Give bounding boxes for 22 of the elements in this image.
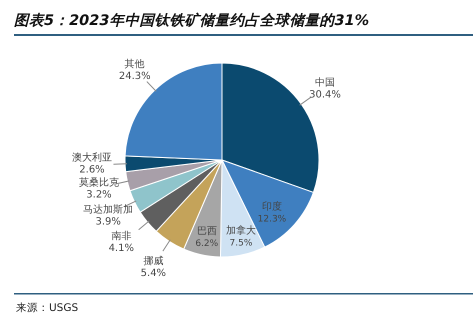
data-label: 7.5% xyxy=(230,238,253,249)
slice-label: 澳大利亚 xyxy=(72,152,112,164)
data-label: 2.6% xyxy=(79,164,105,176)
slice-label: 马达加斯加 xyxy=(83,203,134,216)
slice-label: 南非 xyxy=(111,230,132,242)
slice-label: 巴西 xyxy=(196,226,217,237)
data-label: 12.3% xyxy=(258,214,287,225)
data-label: 3.2% xyxy=(86,190,112,201)
slice-label: 中国 xyxy=(315,76,336,88)
slice-label: 印度 xyxy=(262,200,282,213)
data-label: 4.1% xyxy=(108,242,134,254)
data-label: 30.4% xyxy=(309,89,341,100)
slice-label: 其他 xyxy=(124,58,145,70)
slice-label: 莫桑比克 xyxy=(78,176,119,189)
slice-label: 加拿大 xyxy=(226,224,256,237)
chart-title: 图表5：2023年中国钛铁矿储量约占全球储量的31% xyxy=(14,12,370,29)
data-label: 24.3% xyxy=(118,70,151,82)
data-label: 3.9% xyxy=(95,216,121,228)
slice-label: 挪威 xyxy=(143,254,164,267)
data-label: 6.2% xyxy=(195,238,219,249)
source-note: 来源：USGS xyxy=(16,301,78,314)
data-label: 5.4% xyxy=(140,268,166,279)
